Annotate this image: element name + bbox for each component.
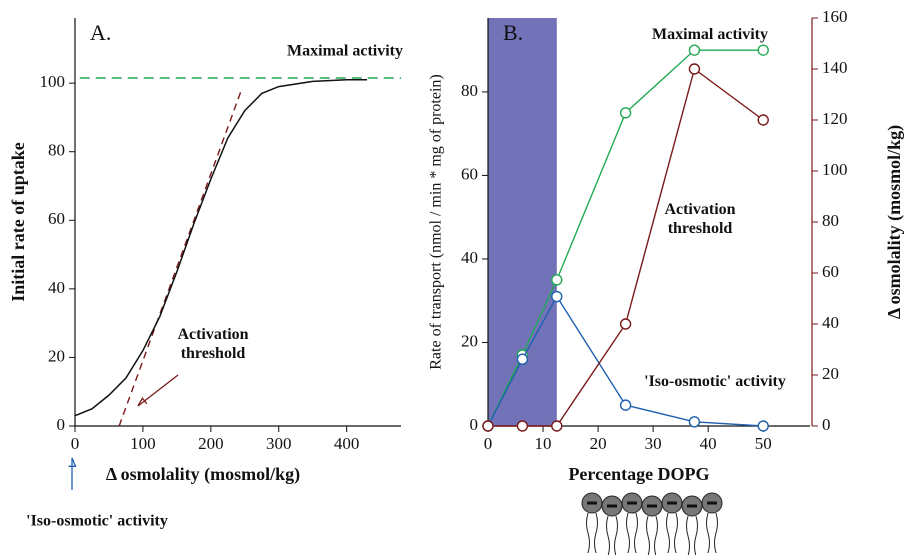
lipid-tail xyxy=(666,512,670,554)
lipid-charge xyxy=(707,501,717,505)
lipid-tail xyxy=(594,512,598,554)
lipid-charge xyxy=(587,501,597,505)
y-tick-label: 40 xyxy=(461,248,478,267)
data-point xyxy=(757,420,769,432)
y-axis-label: Rate of transport (nmol / min * mg of pr… xyxy=(428,74,445,370)
lipid-charge xyxy=(627,501,637,505)
y2-tick-label: 60 xyxy=(822,262,839,281)
series-line xyxy=(487,49,764,427)
lipid-tail xyxy=(706,512,710,554)
data-point xyxy=(516,420,529,432)
threshold-label-line: threshold xyxy=(181,345,246,362)
iso-label: 'Iso-osmotic' activity xyxy=(26,513,168,530)
y-tick-label: 40 xyxy=(48,278,65,297)
lipid-tail xyxy=(694,515,698,555)
series-label-line: 'Iso-osmotic' activity xyxy=(644,373,786,390)
y2-tick-label: 40 xyxy=(822,313,839,332)
arrow-shaft xyxy=(137,374,179,407)
x-tick-label: 0 xyxy=(484,434,493,453)
threshold-label: Activation threshold xyxy=(177,326,248,362)
arrow-head xyxy=(137,396,148,407)
data-point xyxy=(688,63,701,75)
data-point xyxy=(688,44,701,56)
x-tick-label: 0 xyxy=(71,434,80,453)
lipid-tail xyxy=(674,512,678,554)
data-point xyxy=(482,420,494,432)
data-point xyxy=(757,44,769,56)
membrane-icon xyxy=(581,492,723,555)
lipid-charge xyxy=(607,504,617,508)
lipid-tail xyxy=(614,515,618,555)
lipid-tail xyxy=(714,512,718,554)
data-point xyxy=(619,318,632,330)
uptake-curve xyxy=(74,78,368,417)
x-axis-label: Δ osmolality (mosmol/kg) xyxy=(106,464,300,485)
y-tick-label: 20 xyxy=(461,331,478,350)
data-point xyxy=(619,107,632,119)
series-label-line: Maximal activity xyxy=(652,26,768,43)
lipid-tail xyxy=(586,512,590,554)
y-axis-label: Initial rate of uptake xyxy=(8,142,28,302)
series-line xyxy=(488,67,764,427)
data-point xyxy=(516,353,529,365)
panel-label: B. xyxy=(503,20,523,45)
y-tick-label: 20 xyxy=(48,346,65,365)
y-tick-label: 0 xyxy=(57,415,66,434)
y2-tick-label: 120 xyxy=(822,109,848,128)
y2-tick-label: 0 xyxy=(822,415,831,434)
tangent-line xyxy=(118,89,243,427)
series-label: 'Iso-osmotic' activity xyxy=(644,373,786,390)
x-tick-label: 40 xyxy=(700,434,717,453)
lipid-tail xyxy=(646,515,650,555)
y-tick-label: 0 xyxy=(470,415,479,434)
lipid-tail xyxy=(626,512,630,554)
y2-tick-label: 100 xyxy=(822,160,848,179)
x-tick-label: 200 xyxy=(198,434,224,453)
y2-tick-label: 20 xyxy=(822,364,839,383)
threshold-label-line: Activation xyxy=(177,326,248,343)
data-point xyxy=(551,290,563,303)
x-tick-label: 400 xyxy=(334,434,360,453)
series-label: Activation threshold xyxy=(664,201,735,237)
series-label-line: Activation xyxy=(664,201,735,218)
y-tick-label: 80 xyxy=(461,81,478,100)
series-line xyxy=(487,295,764,427)
lipid-charge xyxy=(687,504,697,508)
series-label: Maximal activity xyxy=(652,26,768,43)
series-label-line: threshold xyxy=(668,220,733,237)
y2-tick-label: 140 xyxy=(822,58,848,77)
lipid-tail xyxy=(634,512,638,554)
x-tick-label: 10 xyxy=(535,434,552,453)
data-point xyxy=(551,420,563,432)
data-point xyxy=(619,399,632,411)
y2-axis-label: Δ osmolality (mosmol/kg) xyxy=(884,125,905,319)
y-tick-label: 60 xyxy=(461,164,478,183)
y-tick-label: 100 xyxy=(40,72,66,91)
data-point xyxy=(688,416,701,428)
lipid-charge xyxy=(647,504,657,508)
y2-tick-label: 160 xyxy=(822,7,848,26)
x-tick-label: 50 xyxy=(755,434,772,453)
lipid-charge xyxy=(667,501,677,505)
x-tick-label: 100 xyxy=(130,434,156,453)
x-tick-label: 30 xyxy=(645,434,662,453)
lipid-tail xyxy=(606,515,610,555)
lipid-tail xyxy=(654,515,658,555)
y-tick-label: 60 xyxy=(48,209,65,228)
data-point xyxy=(757,114,769,126)
panel-label: A. xyxy=(90,20,111,45)
arrow-head xyxy=(68,457,77,467)
max-line-label: Maximal activity xyxy=(287,43,403,60)
x-tick-label: 20 xyxy=(590,434,607,453)
data-point xyxy=(551,274,563,286)
y2-tick-label: 80 xyxy=(822,211,839,230)
x-tick-label: 300 xyxy=(266,434,292,453)
lipid-tail xyxy=(686,515,690,555)
x-axis-label: Percentage DOPG xyxy=(568,464,709,484)
y-tick-label: 80 xyxy=(48,141,65,160)
